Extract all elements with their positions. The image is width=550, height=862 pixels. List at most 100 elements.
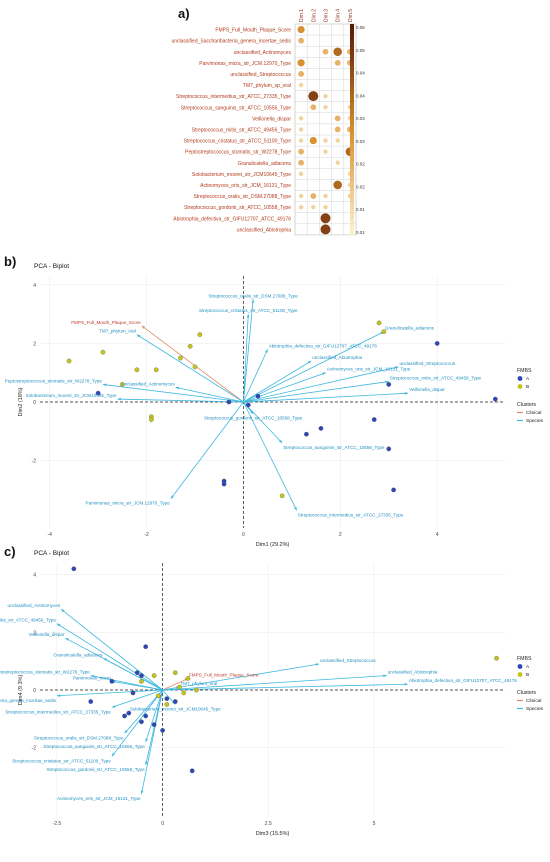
loading-arrow — [243, 401, 298, 511]
sample-point — [178, 355, 183, 361]
heatmap-cell-dot — [333, 180, 343, 190]
loading-label: Streptococcus_oralis_str_DSM.27088_Type — [208, 293, 298, 298]
loading-arrowhead — [61, 609, 65, 613]
loading-arrowhead — [140, 790, 144, 794]
sample-point — [134, 367, 140, 373]
heatmap-cell-dot — [298, 159, 304, 166]
loading-arrow — [243, 401, 283, 444]
y-tick-label: -2 — [32, 459, 37, 465]
sample-point — [160, 728, 165, 733]
heatmap-column-label: Dim.1 — [299, 9, 305, 22]
sample-point — [126, 710, 132, 716]
loading-arrowhead — [145, 738, 148, 742]
colorbar-segment — [350, 208, 354, 215]
loading-label: Veillonella_dispar — [409, 387, 445, 392]
loading-arrowhead — [294, 506, 297, 511]
heatmap-cell-dot — [335, 160, 340, 165]
loading-arrowhead — [111, 752, 115, 757]
legend-swatch-fmbs — [517, 376, 523, 381]
loading-arrowhead — [145, 761, 148, 766]
heatmap-cell-dot — [310, 104, 317, 111]
sample-point — [391, 487, 396, 493]
heatmap-column-label: Dim.4 — [336, 9, 342, 22]
sample-point — [149, 417, 154, 422]
colorbar-segment — [350, 92, 354, 99]
loading-arrow — [145, 689, 163, 743]
loading-label: Actinomyces_oris_str_JCM_16131_Type — [327, 367, 411, 372]
colorbar-tick-label: 0.03 — [356, 139, 365, 144]
heatmap-row-label: Solobacterium_moorei_str_JCM10645_Type — [192, 172, 291, 178]
x-tick-label: -2.5 — [53, 821, 62, 827]
heatmap-cell-dot — [333, 47, 343, 57]
sample-point — [304, 431, 309, 437]
colorbar-segment — [350, 71, 354, 78]
heatmap-row-label: Actinomyces_oris_str_JCM_16131_Type — [200, 183, 291, 189]
colorbar-segment — [350, 192, 354, 199]
legend-label-clusters: Clinical — [526, 410, 541, 416]
sample-point — [88, 699, 94, 704]
sample-point — [139, 719, 144, 725]
sample-point — [197, 332, 203, 337]
loading-label: Peptostreptococcus_stomatis_str_W2278_Ty… — [5, 378, 103, 383]
loading-arrowhead — [175, 386, 180, 390]
loading-label: unclassified_Actinomyces — [122, 381, 175, 386]
loading-label: unclassified_Streptococcus — [399, 361, 455, 366]
colorbar-segment — [350, 176, 354, 183]
x-tick-label: 2.5 — [265, 821, 272, 827]
loading-label: Granulicatella_adiacens — [53, 652, 103, 657]
heatmap-frame — [294, 23, 357, 236]
sample-point — [156, 693, 161, 699]
loading-arrow — [170, 401, 244, 499]
colorbar-segment — [350, 24, 354, 30]
colorbar-tick-label: 0.01 — [356, 207, 365, 212]
loading-arrow — [136, 334, 244, 403]
loading-label: Streptococcus_oralis_str_DSM.27088_Type — [34, 735, 124, 740]
panel-label-a: a) — [178, 6, 190, 21]
heatmap-row-label: Streptococcus_oralis_str_DSM.27088_Type — [193, 194, 291, 200]
sample-point — [192, 364, 198, 370]
sample-point — [434, 341, 440, 346]
heatmap-cell-dot — [323, 138, 328, 143]
colorbar-segment — [350, 134, 354, 141]
loading-label: TM7_phylum_oral — [181, 681, 218, 686]
sample-point — [386, 446, 392, 452]
y-tick-label: 2 — [33, 630, 36, 636]
panel-label-b: b) — [4, 254, 16, 269]
heatmap-cell-dot — [323, 93, 328, 99]
loading-arrow — [141, 325, 244, 403]
colorbar-segment — [350, 219, 354, 225]
colorbar-segment — [350, 166, 354, 173]
legend-label-fmbs: B — [526, 672, 529, 678]
colorbar-tick-label: 0.04 — [356, 93, 365, 98]
sample-point — [164, 702, 170, 707]
y-axis-title: Dim4 (9.3%) — [18, 675, 24, 706]
heatmap-cell-dot — [308, 91, 319, 102]
loading-arrow — [111, 680, 163, 691]
colorbar-segment — [350, 108, 354, 115]
loading-label: Parvimonas_micra — [73, 675, 111, 680]
loading-label: Peptostreptococcus_stomatis_str_W2278_Ty… — [0, 670, 90, 675]
y-tick-label: 4 — [33, 283, 36, 289]
colorbar-segment — [350, 171, 354, 178]
sample-point — [109, 678, 115, 684]
sample-point — [245, 402, 251, 408]
sample-point — [494, 655, 499, 661]
heatmap-cell-dot — [297, 59, 305, 67]
loading-arrowhead — [111, 704, 116, 708]
heatmap-row-label: FMPS_Full_Mouth_Plaque_Score — [215, 28, 291, 34]
colorbar-segment — [350, 187, 354, 194]
colorbar-segment — [350, 103, 354, 109]
loading-arrow — [243, 360, 312, 403]
sample-point — [134, 670, 140, 676]
colorbar-tick-label: 0.06 — [356, 25, 365, 30]
loading-label: Streptococcus_intermedius_str_ATCC_27335… — [298, 512, 404, 517]
loading-arrowhead — [141, 325, 146, 329]
sample-point — [318, 426, 324, 431]
loading-label: Streptococcus_gordonii_str_ATCC_10558_Ty… — [46, 767, 145, 772]
loading-arrowhead — [102, 383, 107, 387]
loading-arrow — [162, 675, 387, 691]
loading-arrow — [103, 657, 163, 691]
loading-label: unclassified_Saccharibacteria_genera_inc… — [0, 698, 57, 703]
heatmap-cell-dot — [309, 136, 317, 145]
loading-arrow — [162, 678, 189, 691]
